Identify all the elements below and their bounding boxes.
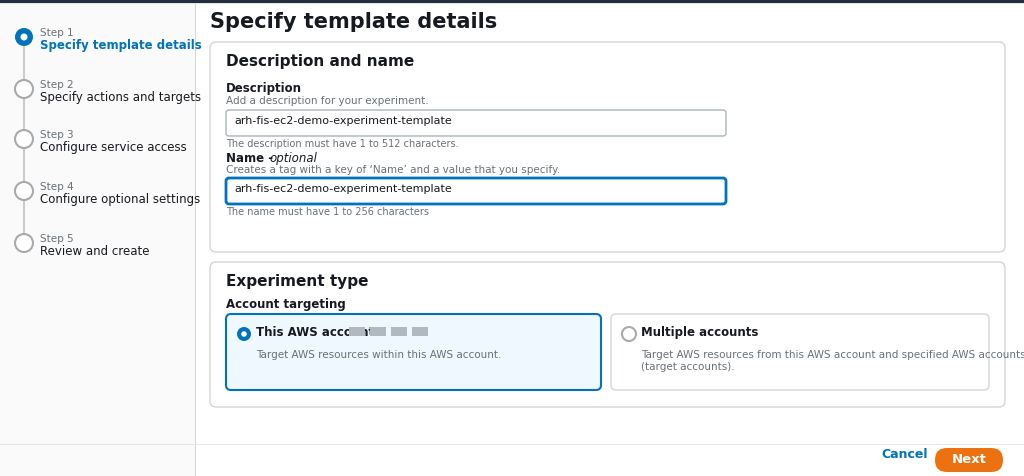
Text: Creates a tag with a key of ‘Name’ and a value that you specify.: Creates a tag with a key of ‘Name’ and a… xyxy=(226,165,560,175)
Text: Name -: Name - xyxy=(226,152,278,165)
FancyBboxPatch shape xyxy=(210,42,1005,252)
Text: Next: Next xyxy=(951,453,986,466)
Text: arh-fis-ec2-demo-experiment-template: arh-fis-ec2-demo-experiment-template xyxy=(234,184,452,194)
Circle shape xyxy=(15,234,33,252)
Text: Step 5: Step 5 xyxy=(40,234,74,244)
Text: Specify template details: Specify template details xyxy=(40,39,202,52)
Text: Target AWS resources within this AWS account.: Target AWS resources within this AWS acc… xyxy=(256,350,502,360)
FancyBboxPatch shape xyxy=(935,448,1002,472)
Text: Specify template details: Specify template details xyxy=(210,12,498,32)
Bar xyxy=(370,327,386,336)
Circle shape xyxy=(15,182,33,200)
Bar xyxy=(412,327,428,336)
Text: Add a description for your experiment.: Add a description for your experiment. xyxy=(226,96,429,106)
Text: The description must have 1 to 512 characters.: The description must have 1 to 512 chara… xyxy=(226,139,459,149)
Text: Cancel: Cancel xyxy=(882,447,928,460)
Bar xyxy=(391,327,407,336)
Circle shape xyxy=(622,327,636,341)
Text: optional: optional xyxy=(269,152,316,165)
Bar xyxy=(0,3,1024,4)
Bar xyxy=(0,0,1024,3)
Text: Target AWS resources from this AWS account and specified AWS accounts: Target AWS resources from this AWS accou… xyxy=(641,350,1024,360)
Text: Step 1: Step 1 xyxy=(40,28,74,38)
Circle shape xyxy=(237,327,251,341)
Text: Step 4: Step 4 xyxy=(40,182,74,192)
Bar xyxy=(0,4,195,476)
Circle shape xyxy=(15,80,33,98)
FancyBboxPatch shape xyxy=(226,110,726,136)
FancyBboxPatch shape xyxy=(210,262,1005,407)
Circle shape xyxy=(15,28,33,46)
Text: The name must have 1 to 256 characters: The name must have 1 to 256 characters xyxy=(226,207,429,217)
Text: Configure service access: Configure service access xyxy=(40,141,186,154)
Text: (target accounts).: (target accounts). xyxy=(641,362,734,372)
Text: Account targeting: Account targeting xyxy=(226,298,346,311)
Text: This AWS account:: This AWS account: xyxy=(256,326,379,339)
Text: Step 3: Step 3 xyxy=(40,130,74,140)
Text: Description: Description xyxy=(226,82,302,95)
Circle shape xyxy=(15,130,33,148)
Circle shape xyxy=(242,331,247,337)
Text: Description and name: Description and name xyxy=(226,54,415,69)
Text: arh-fis-ec2-demo-experiment-template: arh-fis-ec2-demo-experiment-template xyxy=(234,116,452,126)
Text: Specify actions and targets: Specify actions and targets xyxy=(40,91,201,104)
Text: Experiment type: Experiment type xyxy=(226,274,369,289)
FancyBboxPatch shape xyxy=(226,314,601,390)
Bar xyxy=(0,444,1024,445)
Bar xyxy=(349,327,365,336)
FancyBboxPatch shape xyxy=(226,178,726,204)
Text: Configure optional settings: Configure optional settings xyxy=(40,193,201,206)
Circle shape xyxy=(20,33,28,40)
FancyBboxPatch shape xyxy=(611,314,989,390)
Text: Multiple accounts: Multiple accounts xyxy=(641,326,759,339)
Text: Review and create: Review and create xyxy=(40,245,150,258)
Text: Step 2: Step 2 xyxy=(40,80,74,90)
